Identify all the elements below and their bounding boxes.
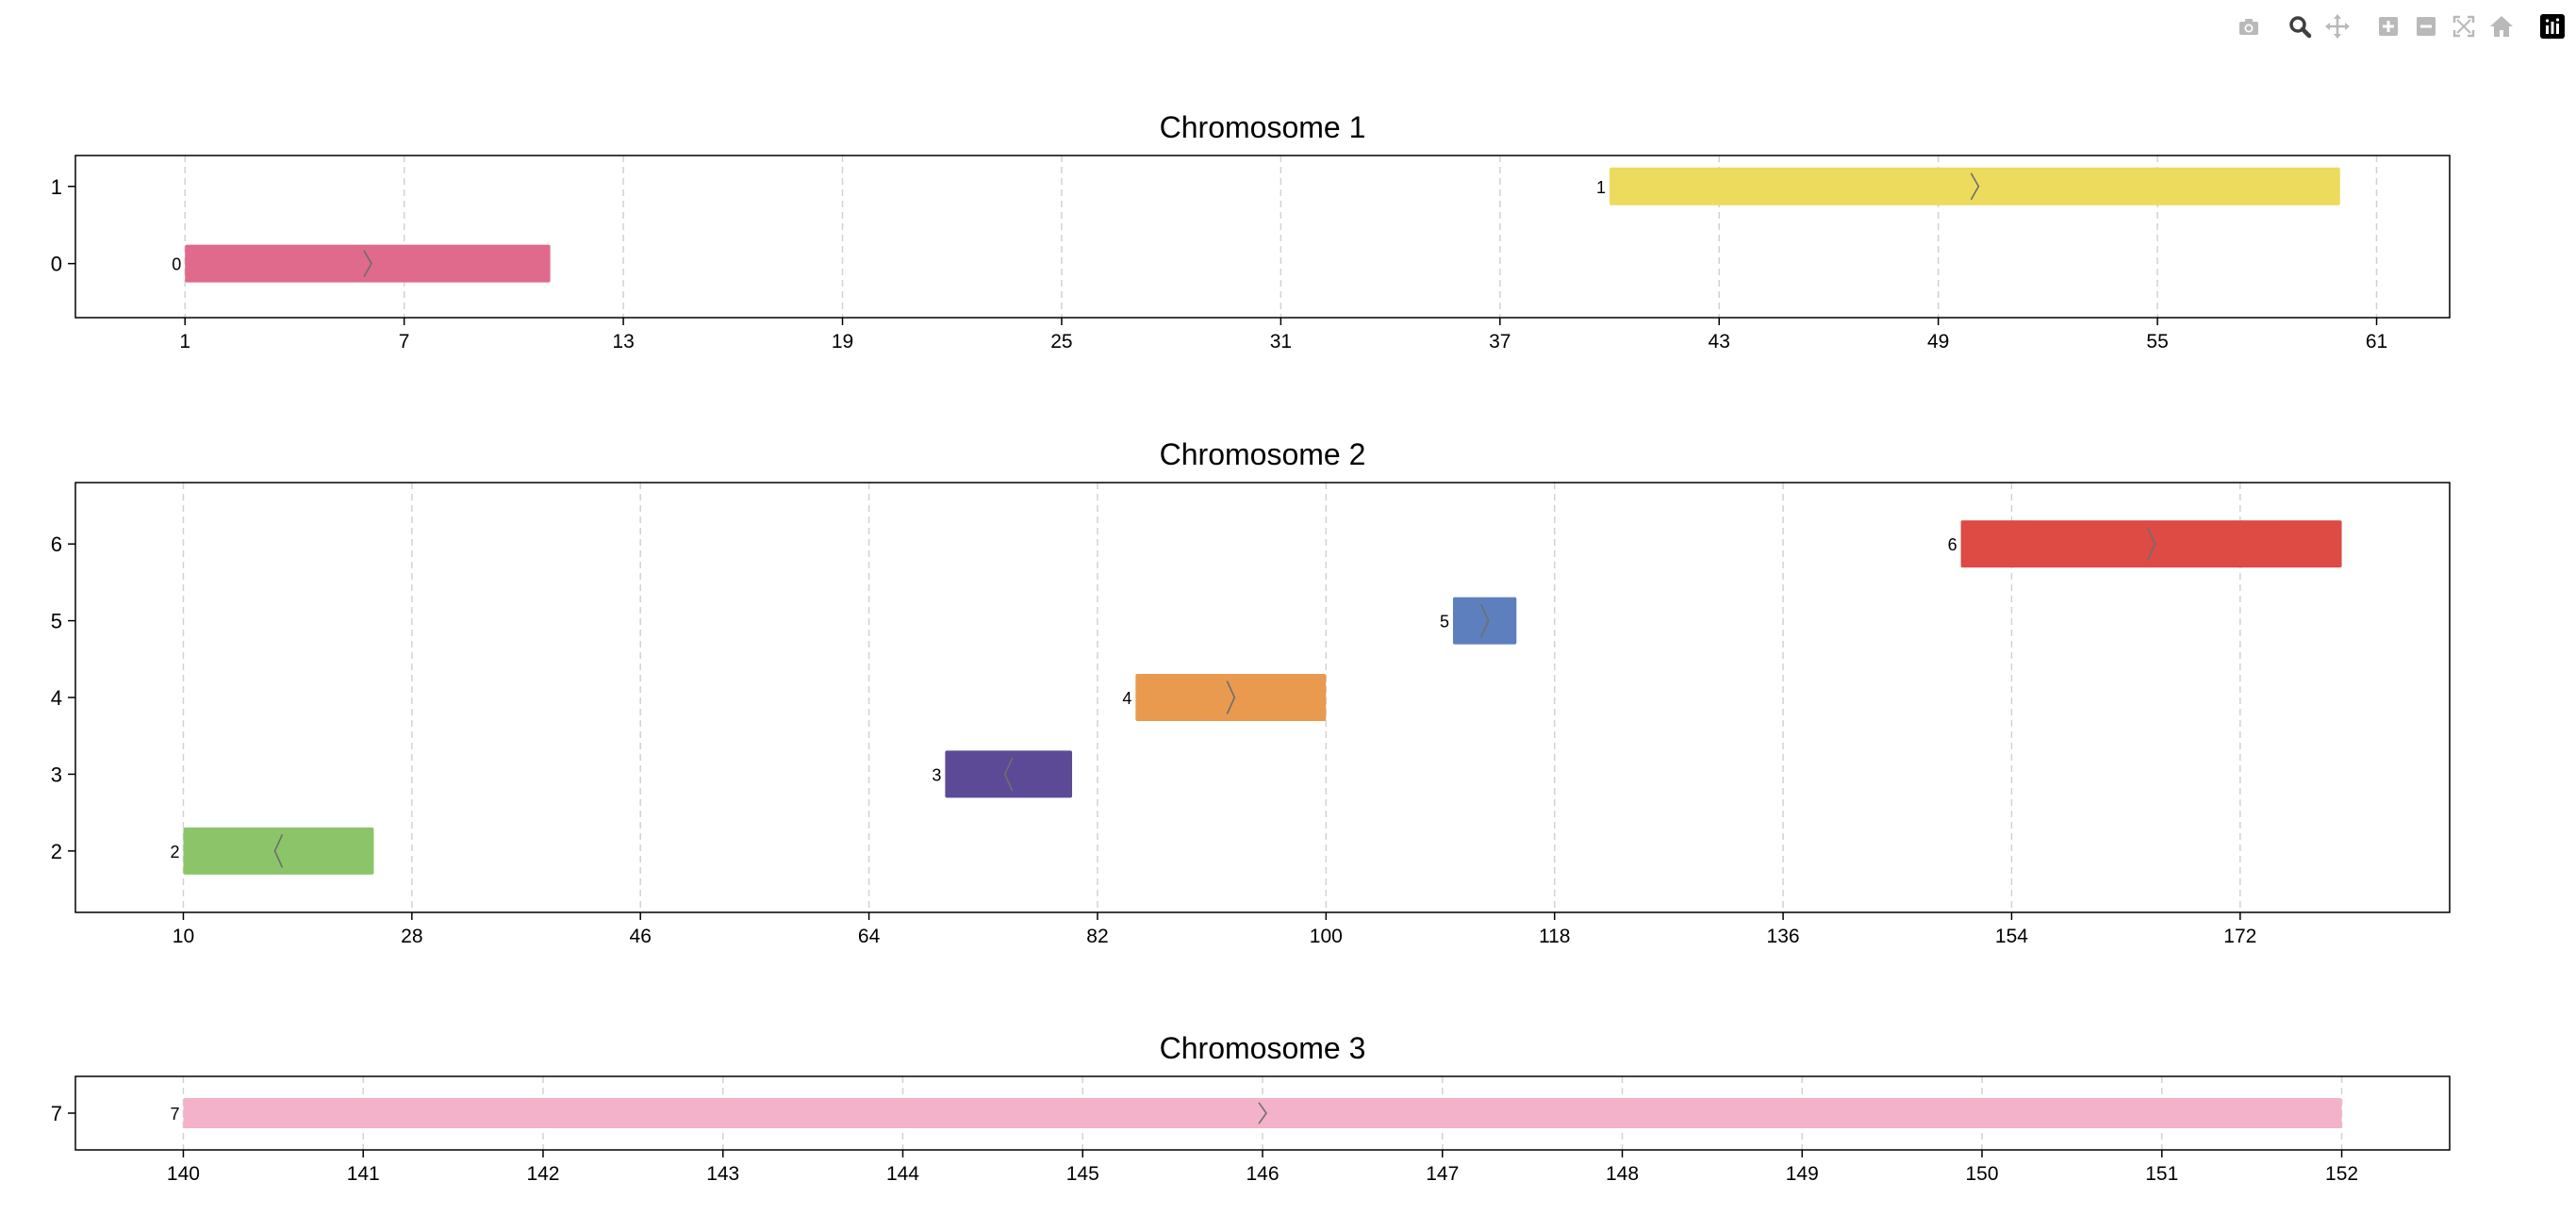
- download-plot-button[interactable]: [2233, 11, 2265, 41]
- feature-label: 2: [170, 843, 179, 861]
- x-tick-label: 43: [1709, 331, 1730, 353]
- strand-chevron: [273, 834, 284, 868]
- strand-chevron: [1226, 681, 1236, 714]
- x-tick-label: 143: [706, 1163, 739, 1185]
- y-tick-label: 7: [51, 1102, 62, 1125]
- strand-chevron: [2146, 527, 2156, 561]
- x-tick-label: 82: [1086, 926, 1108, 947]
- modebar-group: [2284, 11, 2353, 41]
- y-tick-label: 3: [51, 763, 62, 786]
- plot-frame: [74, 155, 2451, 319]
- x-tick-label: 61: [2366, 331, 2387, 353]
- x-tick-label: 150: [1966, 1163, 1999, 1185]
- zoom-out-icon: [2417, 17, 2436, 36]
- pan-icon: [2325, 14, 2350, 39]
- strand-chevron: [1258, 1102, 1267, 1124]
- modebar: [2220, 11, 2568, 41]
- feature-label: 6: [1948, 535, 1957, 554]
- x-tick-label: 142: [526, 1163, 559, 1185]
- y-tick-label: 5: [51, 610, 62, 633]
- feature-bar: [183, 827, 374, 875]
- x-tick-label: 118: [1539, 926, 1570, 947]
- modebar-group: [2372, 11, 2518, 41]
- x-tick-label: 148: [1606, 1163, 1639, 1185]
- feature-label: 4: [1122, 689, 1131, 708]
- x-tick-label: 172: [2223, 926, 2256, 947]
- feature-label: 1: [1596, 178, 1606, 197]
- x-tick-label: 64: [858, 926, 881, 947]
- feature-label: 3: [932, 765, 941, 784]
- feature-bar: [1960, 520, 2342, 568]
- modebar-group: [2536, 11, 2568, 41]
- zoom-in-icon: [2379, 17, 2398, 36]
- x-tick-label: 145: [1066, 1163, 1099, 1185]
- zoom-icon: [2289, 16, 2312, 39]
- x-tick-label: 151: [2145, 1163, 2178, 1185]
- chart-title: Chromosome 1: [1160, 110, 1366, 144]
- x-tick-label: 154: [1995, 926, 2028, 947]
- reset-axes-button[interactable]: [2485, 11, 2518, 41]
- x-tick-label: 141: [347, 1163, 380, 1185]
- x-tick-label: 10: [173, 926, 194, 947]
- strand-chevron: [1003, 757, 1014, 792]
- feature-bar: [945, 750, 1073, 798]
- x-tick-label: 152: [2325, 1163, 2358, 1185]
- x-tick-label: 13: [612, 331, 634, 353]
- pan-button[interactable]: [2321, 11, 2353, 41]
- x-tick-label: 25: [1050, 331, 1072, 353]
- x-tick-label: 31: [1270, 331, 1292, 353]
- autoscale-icon: [2452, 15, 2475, 38]
- y-tick-label: 1: [51, 175, 62, 199]
- x-tick-label: 1: [179, 331, 190, 353]
- x-tick-label: 140: [167, 1163, 200, 1185]
- chromosome-panel-2: Chromosome 210 28 46 64 82 100 118 136 154 172234…: [51, 437, 2451, 947]
- strand-chevron: [1479, 603, 1490, 638]
- feature-bar: [1452, 597, 1517, 645]
- x-tick-label: 149: [1786, 1163, 1819, 1185]
- feature-bar: [185, 244, 551, 283]
- chart-title: Chromosome 2: [1160, 437, 1366, 471]
- x-tick-label: 7: [399, 331, 410, 353]
- zoom-button[interactable]: [2284, 11, 2316, 41]
- feature-label: 7: [170, 1105, 179, 1124]
- y-tick-label: 0: [51, 253, 62, 276]
- x-tick-label: 146: [1246, 1163, 1279, 1185]
- y-tick-label: 4: [51, 686, 62, 710]
- feature-bar: [1610, 167, 2340, 205]
- y-tick-label: 6: [51, 533, 62, 556]
- plotly-logo-icon: [2540, 14, 2565, 39]
- x-tick-label: 19: [832, 331, 853, 353]
- strand-chevron: [1970, 172, 1980, 201]
- zoom-in-button[interactable]: [2372, 11, 2404, 41]
- x-tick-label: 46: [630, 926, 652, 947]
- zoom-out-button[interactable]: [2410, 11, 2442, 41]
- feature-bar: [183, 1098, 2342, 1128]
- strand-chevron: [363, 250, 372, 278]
- chromosome-panel-3: Chromosome 3 140 141 142 143 144 145 146 147 148 1…: [51, 1031, 2451, 1185]
- modebar-group: [2233, 11, 2265, 41]
- plotly-logo-button[interactable]: [2536, 11, 2568, 41]
- x-tick-label: 144: [886, 1163, 919, 1185]
- feature-bar: [1135, 674, 1327, 721]
- y-tick-label: 2: [51, 840, 62, 863]
- home-icon: [2490, 16, 2513, 37]
- feature-label: 5: [1440, 613, 1449, 632]
- x-tick-label: 37: [1489, 331, 1511, 353]
- x-tick-label: 49: [1927, 331, 1949, 353]
- x-tick-label: 147: [1426, 1163, 1459, 1185]
- x-tick-label: 100: [1310, 926, 1343, 947]
- chart-title: Chromosome 3: [1160, 1031, 1366, 1065]
- autoscale-button[interactable]: [2448, 11, 2480, 41]
- x-tick-label: 28: [401, 926, 422, 947]
- feature-label: 0: [172, 255, 181, 274]
- x-tick-label: 55: [2146, 331, 2168, 353]
- x-tick-label: 136: [1767, 926, 1800, 947]
- chromosome-panel-1: Chromosome 1 1 7 13 19 25 31 37 43 49 55 61 0 1 0 1: [51, 110, 2451, 353]
- camera-icon: [2239, 19, 2258, 35]
